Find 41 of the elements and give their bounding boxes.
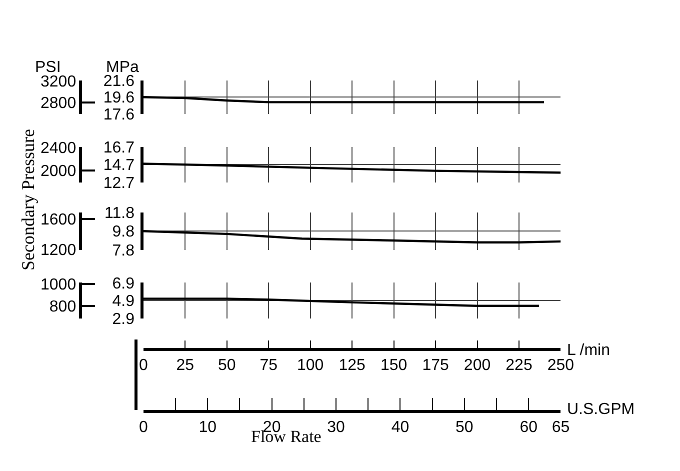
x2-tick-label: 65 <box>552 418 570 436</box>
x-tick-label: 50 <box>218 357 236 374</box>
x-tick-label: 200 <box>464 357 491 374</box>
y2-tick-label: 3200 <box>40 73 76 90</box>
x2-tick-label: 50 <box>456 418 474 436</box>
y-tick-label: 4.9 <box>112 293 135 310</box>
y2-tick-label: 2800 <box>40 95 76 112</box>
x2-tick-label: 30 <box>327 418 346 436</box>
x-tick-label: 25 <box>176 357 194 374</box>
text: U.S.GPM <box>567 401 635 418</box>
x-tick-label: 250 <box>547 357 574 374</box>
y2-tick-label: 1600 <box>40 212 76 229</box>
y-tick-label: 19.6 <box>103 90 135 107</box>
y-tick-label: 17.6 <box>103 106 135 124</box>
x2-tick-label: 40 <box>391 418 410 436</box>
y-tick-label: 14.7 <box>103 157 135 174</box>
y2-tick-label: 800 <box>49 298 76 316</box>
x2-tick-label: 60 <box>520 418 538 436</box>
y2-tick-label: 1200 <box>40 242 76 259</box>
y2-tick-label: 2400 <box>40 140 76 157</box>
y-tick-label: 9.8 <box>112 224 135 241</box>
y-tick-label: 6.9 <box>112 275 135 292</box>
x2-tick-label: 10 <box>198 418 217 436</box>
x-tick-label: 225 <box>506 357 532 374</box>
y2-axis-title: Secondary Pressure <box>18 129 38 270</box>
y2-tick-label: 2000 <box>40 162 76 180</box>
y-tick-label: 11.8 <box>104 204 135 222</box>
y-tick-label: 12.7 <box>103 175 135 192</box>
y2-tick-label: 1000 <box>40 276 76 294</box>
x-tick-label: 125 <box>338 357 366 374</box>
text: L /min <box>567 342 610 359</box>
x2-tick-label: 0 <box>138 418 148 436</box>
x-tick-label: 0 <box>138 357 148 374</box>
y-tick-label: 16.7 <box>103 139 135 156</box>
y-tick-label: 2.9 <box>112 310 135 328</box>
x-tick-label: 150 <box>380 357 408 374</box>
y-tick-label: 7.8 <box>112 242 135 260</box>
x-tick-label: 100 <box>296 357 324 374</box>
x-tick-label: 175 <box>422 357 449 374</box>
x-tick-label: 75 <box>260 357 278 374</box>
text: PSI <box>35 59 61 76</box>
